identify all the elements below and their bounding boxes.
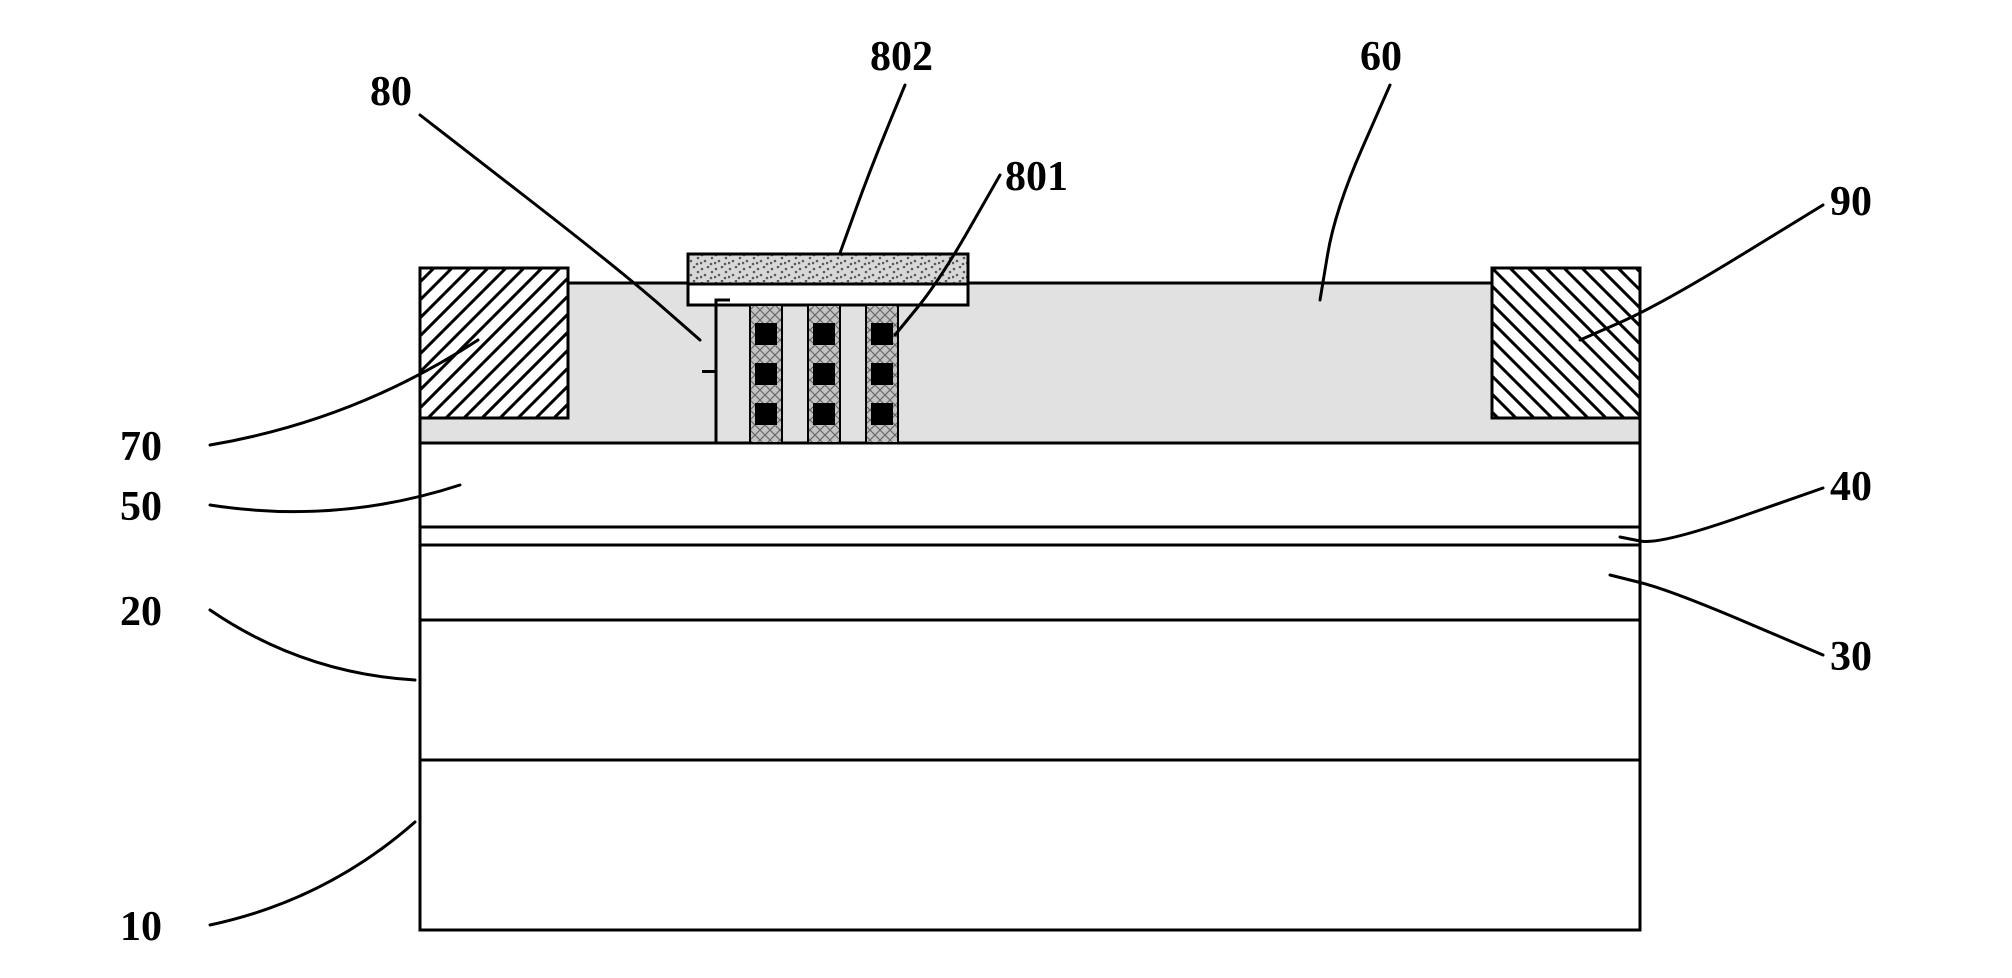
pillar-801-2-square-1 <box>871 363 893 385</box>
leader-20 <box>210 610 415 680</box>
pillar-801-0-square-0 <box>755 323 777 345</box>
pillar-801-1-square-2 <box>813 403 835 425</box>
layer-60 <box>420 283 1640 443</box>
label-801: 801 <box>1005 154 1068 200</box>
leader-802 <box>840 85 905 253</box>
pillar-801-0-square-1 <box>755 363 777 385</box>
pillar-801-1-square-0 <box>813 323 835 345</box>
label-30: 30 <box>1830 634 1872 680</box>
leader-40 <box>1620 488 1823 541</box>
label-10: 10 <box>120 904 162 950</box>
label-70: 70 <box>120 424 162 470</box>
label-20: 20 <box>120 589 162 635</box>
leader-30 <box>1610 575 1823 655</box>
label-90: 90 <box>1830 179 1872 225</box>
label-40: 40 <box>1830 464 1872 510</box>
leader-60 <box>1320 85 1390 300</box>
leader-10 <box>210 822 415 925</box>
contact-70 <box>420 268 568 418</box>
pillar-801-1-square-1 <box>813 363 835 385</box>
layer-10 <box>420 760 1640 930</box>
label-80: 80 <box>370 69 412 115</box>
cap-802 <box>688 254 968 284</box>
pillar-801-2-square-0 <box>871 323 893 345</box>
contact-90 <box>1492 268 1640 418</box>
layer-30 <box>420 545 1640 620</box>
label-802: 802 <box>870 34 933 80</box>
pillar-801-0-square-2 <box>755 403 777 425</box>
layer-40 <box>420 527 1640 545</box>
pillar-801-2-square-2 <box>871 403 893 425</box>
layer-50 <box>420 443 1640 527</box>
layer-20 <box>420 620 1640 760</box>
label-60: 60 <box>1360 34 1402 80</box>
label-50: 50 <box>120 484 162 530</box>
